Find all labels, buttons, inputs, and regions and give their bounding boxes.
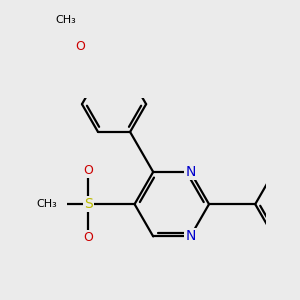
Text: S: S — [84, 197, 93, 211]
Text: O: O — [76, 40, 85, 53]
Text: O: O — [83, 164, 93, 177]
Text: CH₃: CH₃ — [55, 15, 76, 25]
Text: N: N — [185, 230, 196, 243]
Text: O: O — [83, 231, 93, 244]
Text: CH₃: CH₃ — [36, 199, 57, 209]
Text: N: N — [185, 165, 196, 179]
